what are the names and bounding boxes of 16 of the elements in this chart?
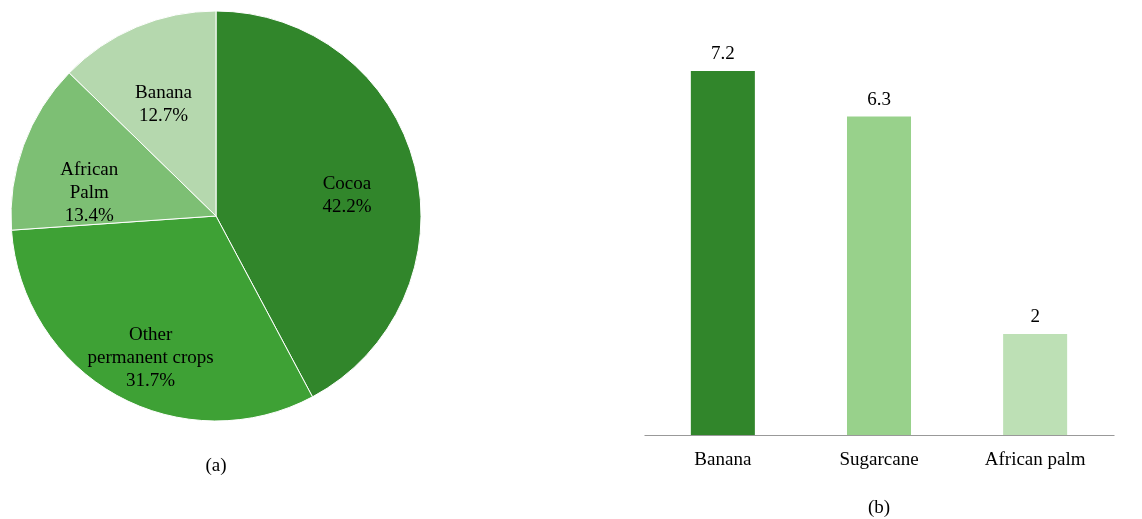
data-label: 42.2% xyxy=(322,195,372,217)
slice-label: African Palm xyxy=(60,158,119,203)
data-label: 6.3 xyxy=(867,87,891,109)
data-label: 12.7% xyxy=(139,103,189,125)
data-label: 7.2 xyxy=(710,42,735,63)
slice-label: Other permanent crops xyxy=(87,323,214,368)
text: (a) xyxy=(205,454,227,476)
slice-label: Banana xyxy=(135,80,193,102)
text: (b) xyxy=(867,496,891,518)
slice-label: Cocoa xyxy=(322,172,372,194)
x-tick-label: Sugarcane xyxy=(839,447,919,469)
data-label: 31.7% xyxy=(126,369,176,391)
x-tick-label: Banana xyxy=(694,447,752,469)
x-tick-label: African palm xyxy=(984,447,1086,469)
data-label: 2 xyxy=(1030,304,1040,326)
data-label: 13.4% xyxy=(64,204,114,226)
